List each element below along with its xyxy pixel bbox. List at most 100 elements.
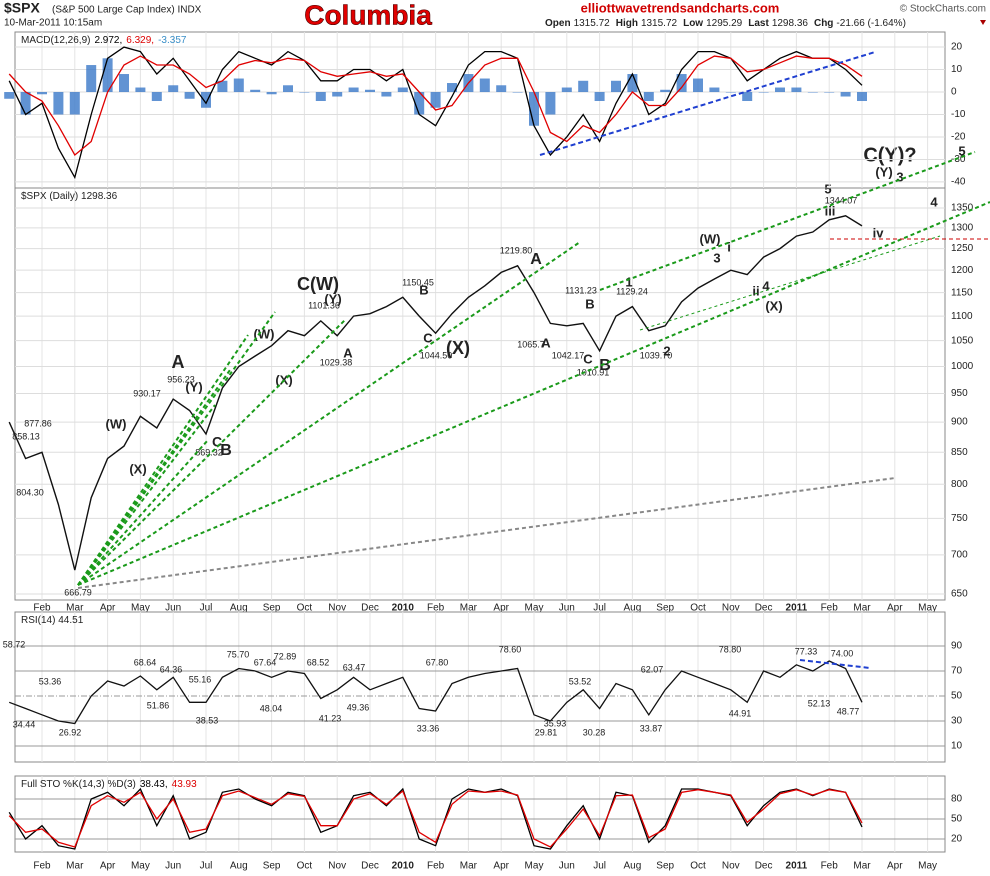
- annotation: 68.52: [307, 657, 330, 667]
- annotation: ii: [752, 283, 759, 298]
- annotation: A: [530, 251, 542, 268]
- x-tick-label: Dec: [755, 603, 773, 614]
- annotation: 956.23: [167, 374, 195, 384]
- title: Columbia: [304, 0, 432, 30]
- x-tick-label: Mar: [460, 603, 478, 614]
- annotation: 4: [762, 278, 770, 293]
- annotation: (X): [446, 338, 470, 358]
- series-line: [8, 660, 863, 725]
- x-tick-label: Apr: [100, 861, 116, 872]
- quote-label: Open: [545, 18, 571, 29]
- x-tick-label: Oct: [690, 603, 706, 614]
- y-tick-label: -40: [951, 177, 966, 188]
- y-tick-label: 700: [951, 549, 968, 560]
- histogram-bar: [332, 92, 343, 97]
- annotation: 38.53: [196, 715, 219, 725]
- annotation: 74.00: [831, 648, 854, 658]
- x-tick-label: Aug: [230, 603, 248, 614]
- annotation: (X): [129, 461, 146, 476]
- annotation: 3: [896, 169, 903, 184]
- y-tick-label: -20: [951, 132, 966, 143]
- annotation: 63.47: [343, 662, 366, 672]
- legend-value: 2.972,: [94, 35, 122, 46]
- y-tick-label: 50: [951, 691, 963, 702]
- x-tick-label: Feb: [821, 861, 839, 872]
- x-tick-label: 2011: [786, 603, 808, 614]
- legend-value: 38.43,: [140, 779, 168, 790]
- y-tick-label: 750: [951, 513, 968, 524]
- annotation: C(Y)?: [863, 144, 916, 166]
- annotation: 62.07: [641, 664, 664, 674]
- annotation: 33.87: [640, 723, 663, 733]
- series-line: [8, 46, 863, 180]
- legend-value: -3.357: [158, 35, 187, 46]
- panel-title: RSI(14) 44.51: [21, 615, 84, 626]
- down-arrow: [980, 20, 986, 25]
- x-tick-label: Nov: [722, 861, 740, 872]
- quote: Open 1315.72 High 1315.72 Low 1295.29 Last 1298…: [545, 18, 906, 29]
- annotation: C: [212, 434, 222, 450]
- histogram-bar: [709, 87, 720, 93]
- quote-value: 1315.72: [641, 18, 678, 29]
- x-tick-label: Feb: [427, 861, 445, 872]
- histogram-bar: [693, 78, 703, 93]
- x-tick-label: Apr: [887, 861, 903, 872]
- annotation: 53.52: [569, 676, 592, 686]
- trendline: [77, 404, 216, 586]
- histogram-bar: [479, 78, 490, 93]
- annotation: 75.70: [227, 649, 250, 659]
- y-tick-label: 20: [951, 42, 963, 53]
- annotation: 33.36: [417, 723, 440, 733]
- trendline: [77, 439, 209, 586]
- x-tick-label: Oct: [297, 861, 313, 872]
- histogram-bar: [611, 80, 621, 93]
- x-tick-label: Jul: [593, 603, 606, 614]
- legend-value: 43.93: [172, 779, 197, 790]
- histogram-bar: [381, 92, 392, 97]
- histogram-bar: [840, 92, 851, 97]
- y-tick-label: 1150: [951, 287, 973, 298]
- annotation: (W): [700, 231, 721, 246]
- annotation: 48.04: [260, 703, 283, 713]
- annotation: (Y): [185, 379, 202, 394]
- x-tick-label: May: [525, 603, 544, 614]
- y-tick-label: 1200: [951, 265, 974, 276]
- histogram-bar: [496, 85, 507, 93]
- annotation: 55.16: [189, 674, 212, 684]
- x-tick-label: Dec: [755, 861, 773, 872]
- x-tick-label: Feb: [33, 861, 51, 872]
- histogram-bar: [627, 74, 638, 93]
- annotation: 52.13: [808, 698, 831, 708]
- annotation: 68.64: [134, 657, 157, 667]
- panel: [14, 611, 946, 763]
- annotation: 49.36: [347, 702, 370, 712]
- annotation: (W): [254, 326, 275, 341]
- histogram-bar: [857, 92, 867, 102]
- histogram-bar: [578, 80, 589, 93]
- histogram-bar: [365, 89, 375, 93]
- x-tick-label: Sep: [263, 861, 281, 872]
- x-tick-label: Aug: [624, 861, 642, 872]
- histogram-bar: [299, 92, 310, 93]
- annotation: 72.89: [274, 651, 297, 661]
- x-tick-label: Nov: [722, 603, 740, 614]
- histogram-bar: [168, 85, 179, 93]
- annotation: 1129.24: [616, 286, 648, 296]
- x-tick-label: 2010: [392, 861, 415, 872]
- annotation: 41.23: [319, 713, 342, 723]
- annotation: (Y): [875, 164, 892, 179]
- quote-value: 1295.29: [706, 18, 743, 29]
- x-tick-label: Nov: [328, 861, 346, 872]
- histogram-bar: [119, 74, 129, 93]
- annotation: (W): [106, 416, 127, 431]
- annotation: 34.44: [13, 719, 36, 729]
- y-tick-label: 50: [951, 814, 963, 825]
- annotation: 78.80: [719, 644, 742, 654]
- panel-title: $SPX (Daily) 1298.36: [21, 191, 118, 202]
- y-tick-label: 0: [951, 87, 957, 98]
- y-tick-label: 90: [951, 641, 963, 652]
- x-tick-label: Mar: [66, 603, 84, 614]
- quote-label: Low: [683, 18, 703, 29]
- x-tick-label: May: [918, 603, 937, 614]
- annotation: C(W): [297, 274, 339, 294]
